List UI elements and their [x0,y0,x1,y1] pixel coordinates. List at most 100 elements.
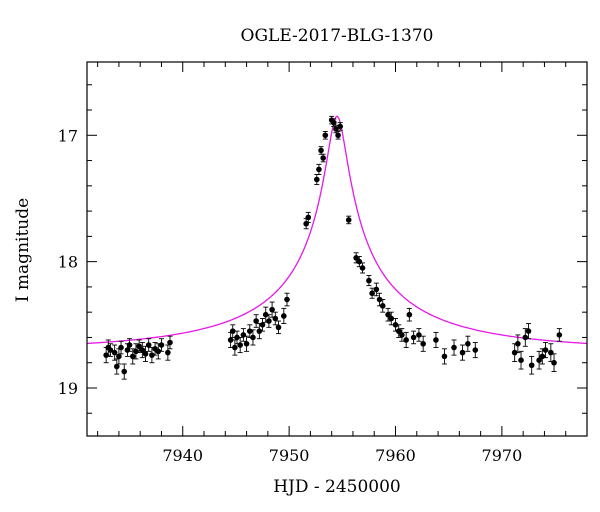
data-point [542,342,549,359]
data-point-marker [548,349,554,356]
model-curve-layer [86,115,588,345]
data-point-marker [345,217,352,223]
data-point-marker [525,328,532,334]
data-point-marker [399,332,405,338]
data-point [259,318,266,332]
data-point-marker [551,359,557,366]
data-point [373,282,380,297]
data-point [353,252,359,264]
data-point-marker [322,132,329,139]
data-point-marker [113,363,120,370]
data-point [129,348,136,365]
data-point [551,353,557,373]
data-point-marker [237,342,243,348]
data-point-marker [331,119,337,126]
data-point [548,343,554,362]
data-point-marker [465,340,471,347]
data-point [451,339,457,356]
data-point-marker [139,347,146,353]
data-point-marker [229,328,236,334]
data-point-marker [388,315,395,322]
data-point-marker [121,368,128,375]
data-point-marker [441,353,448,360]
data-point-marker [126,342,133,348]
data-point [232,339,238,356]
data-point [240,328,247,342]
data-point-marker [318,147,324,154]
data-point-marker [316,166,322,173]
data-point-marker [232,344,238,351]
data-point-marker [416,332,422,338]
data-point [322,131,329,140]
data-point [316,163,322,175]
data-point-marker [116,353,122,360]
data-point [410,330,417,345]
data-point [305,211,312,223]
data-point [126,338,133,352]
data-point-marker [313,176,320,183]
data-point-marker [269,306,275,313]
data-point [121,363,128,380]
data-point [379,299,386,313]
data-point [229,324,236,338]
data-point-marker [256,328,263,334]
data-point-marker [333,126,339,132]
data-points-layer [103,115,563,380]
data-point-marker [129,353,136,360]
data-point [167,335,173,350]
data-point-marker [518,357,524,363]
y-tick-label: 19 [58,379,78,398]
data-point-marker [155,348,162,355]
data-point-marker [136,343,142,350]
data-point [528,355,535,375]
x-tick-label: 7940 [162,446,203,465]
data-point [359,262,366,274]
data-point [118,340,124,355]
data-point [511,343,518,362]
data-point-marker [459,349,466,356]
data-point [158,338,165,352]
data-point [518,350,524,370]
data-point [250,329,256,346]
data-point [441,348,448,365]
data-point [515,334,521,354]
data-point-marker [275,324,282,331]
data-point-marker [107,347,114,353]
data-point [318,146,324,155]
data-point-marker [542,347,549,353]
data-point-marker [359,265,366,271]
data-point-marker [373,286,380,293]
data-point-marker [259,322,266,328]
data-point-marker [158,342,165,348]
data-point-marker [337,123,343,130]
data-point-marker [281,313,287,319]
data-point-marker [451,344,457,351]
data-point-marker [118,344,124,351]
data-point-marker [539,353,546,360]
data-point [345,215,352,225]
data-point-marker [234,334,240,341]
data-point-marker [266,318,272,324]
data-point [472,342,479,359]
data-point-marker [320,155,326,161]
data-point [111,344,118,361]
data-point-marker [379,303,386,309]
data-point-marker [272,315,279,322]
data-point [269,301,275,318]
data-point-marker [246,328,253,334]
data-point-marker [369,290,375,297]
data-point-marker [536,357,542,363]
x-tick-label: 7960 [375,446,416,465]
data-point-marker [253,318,259,324]
data-point [275,320,282,335]
data-point-marker [433,337,439,343]
data-point [536,350,542,370]
data-point [272,311,279,326]
data-point-marker [149,352,155,358]
data-point [139,342,146,359]
data-point [416,328,422,342]
data-point-marker [406,311,413,318]
x-axis-label: HJD - 2450000 [273,477,401,497]
data-point-marker [240,332,247,338]
